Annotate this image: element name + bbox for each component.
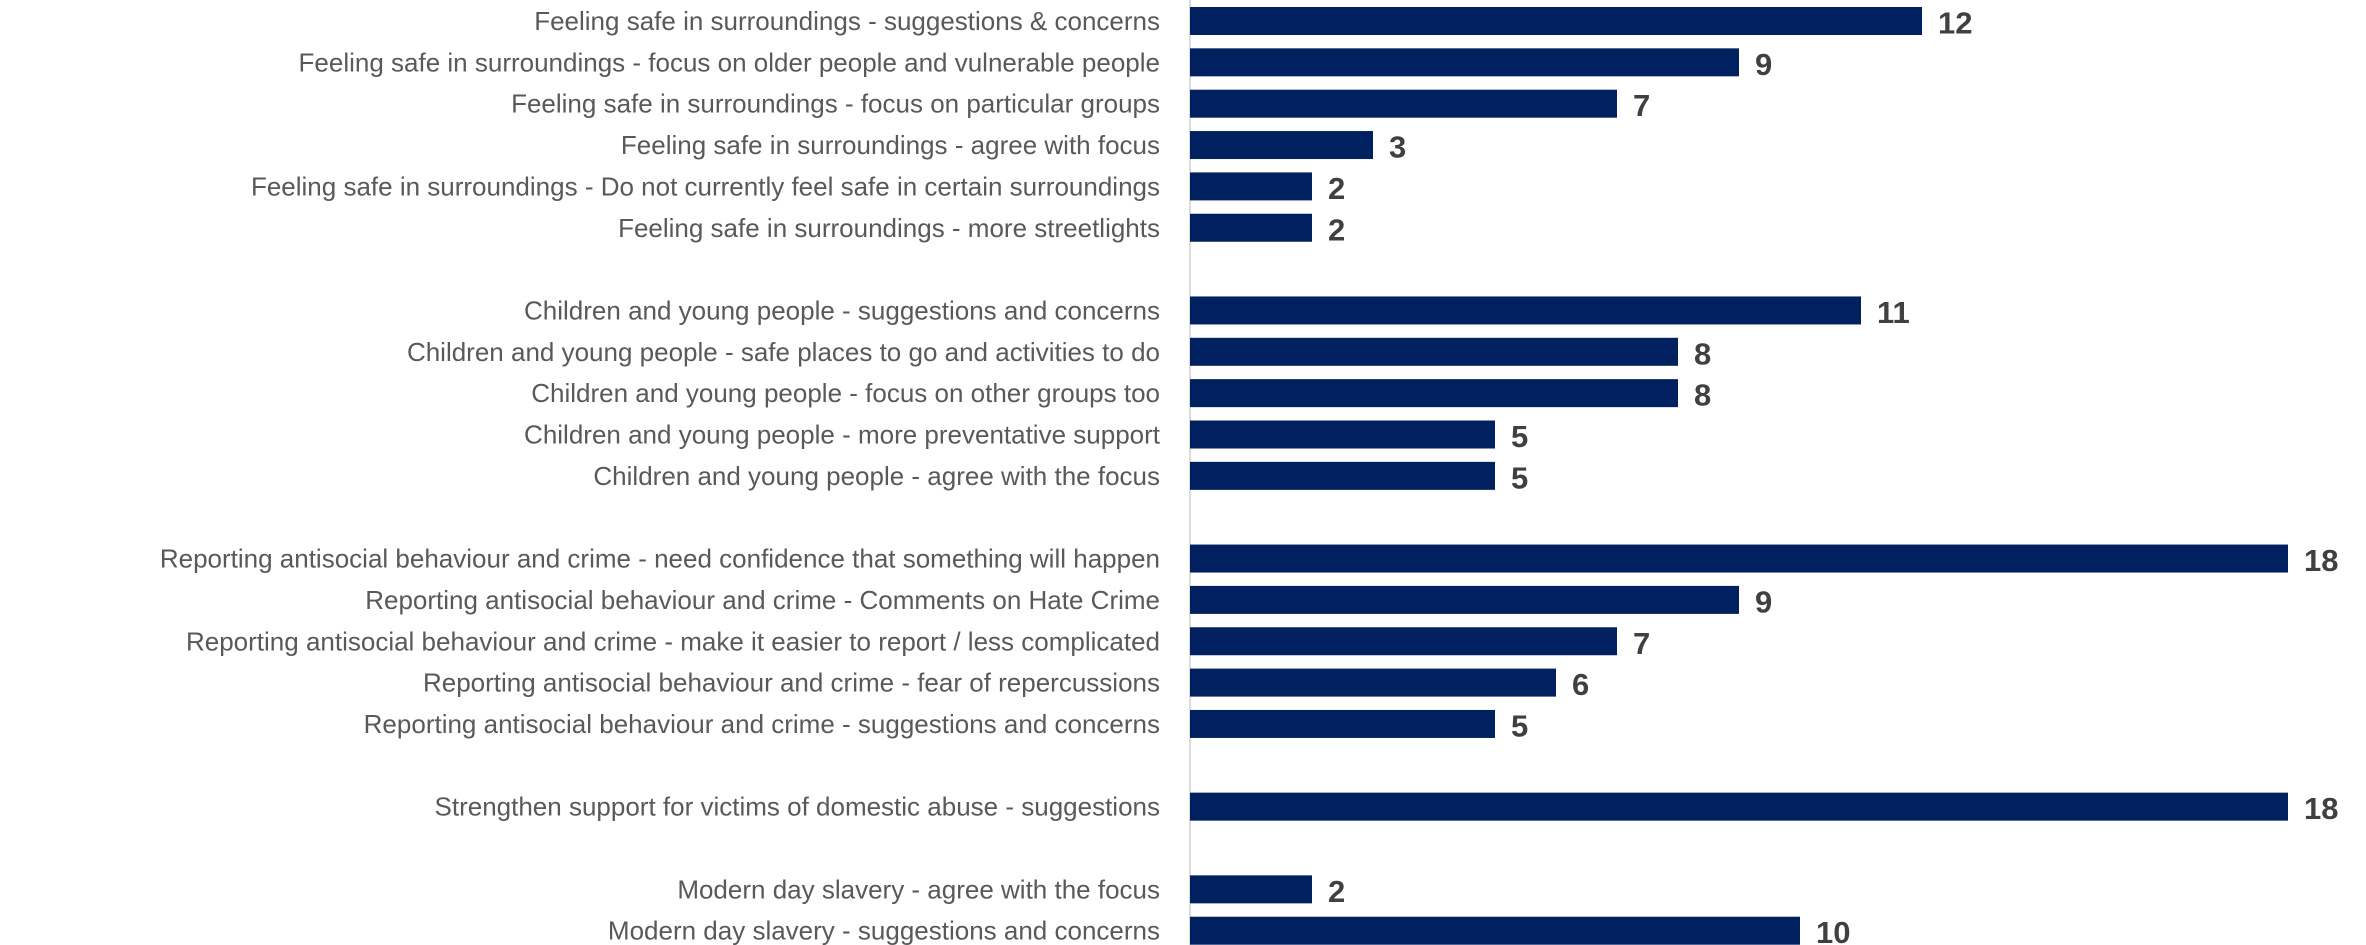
category-label: Reporting antisocial behaviour and crime… [364, 709, 1160, 739]
bars [1190, 7, 2288, 945]
value-label: 18 [2304, 543, 2338, 578]
category-label: Feeling safe in surroundings - more stre… [618, 213, 1160, 243]
value-label: 5 [1511, 460, 1528, 495]
bar [1190, 420, 1495, 449]
category-label: Children and young people - more prevent… [524, 420, 1161, 450]
bar [1190, 48, 1739, 77]
value-label: 8 [1694, 378, 1711, 413]
bar [1190, 337, 1678, 366]
bar [1190, 544, 2288, 573]
category-label: Reporting antisocial behaviour and crime… [423, 668, 1160, 698]
value-label: 3 [1389, 130, 1406, 165]
category-label: Children and young people - suggestions … [524, 295, 1160, 325]
category-label: Reporting antisocial behaviour and crime… [365, 585, 1160, 615]
category-label: Reporting antisocial behaviour and crime… [160, 544, 1160, 574]
value-label: 7 [1633, 626, 1650, 661]
category-label: Feeling safe in surroundings - focus on … [511, 89, 1160, 119]
category-label: Children and young people - focus on oth… [531, 378, 1160, 408]
value-label: 2 [1328, 171, 1345, 206]
category-label: Children and young people - safe places … [407, 337, 1160, 367]
value-label: 12 [1938, 6, 1972, 41]
value-label: 2 [1328, 874, 1345, 909]
value-label: 10 [1816, 915, 1850, 945]
bar [1190, 916, 1800, 945]
bar [1190, 461, 1495, 490]
bar [1190, 709, 1495, 738]
value-label: 18 [2304, 791, 2338, 826]
bar [1190, 792, 2288, 821]
category-label: Feeling safe in surroundings - focus on … [299, 47, 1160, 77]
value-label: 5 [1511, 419, 1528, 454]
value-label: 9 [1755, 584, 1772, 619]
value-label: 8 [1694, 336, 1711, 371]
category-label: Feeling safe in surroundings - agree wit… [621, 130, 1160, 160]
value-label: 5 [1511, 708, 1528, 743]
value-label: 2 [1328, 212, 1345, 247]
category-label: Modern day slavery - suggestions and con… [608, 916, 1160, 945]
category-label: Feeling safe in surroundings - suggestio… [534, 6, 1160, 36]
value-label: 11 [1877, 295, 1910, 330]
value-label: 7 [1633, 88, 1650, 123]
value-labels: 12 9 7 3 2 2 11 8 8 5 5 18 9 7 6 5 18 2 10 [1328, 6, 2338, 945]
category-labels: Feeling safe in surroundings - suggestio… [160, 6, 1161, 945]
category-label: Feeling safe in surroundings - Do not cu… [251, 171, 1160, 201]
bar [1190, 875, 1312, 904]
bar [1190, 7, 1922, 35]
bar [1190, 627, 1617, 656]
category-label: Strengthen support for victims of domest… [435, 792, 1160, 822]
bar [1190, 585, 1739, 614]
category-label: Reporting antisocial behaviour and crime… [186, 626, 1160, 656]
bar [1190, 296, 1861, 325]
bar [1190, 668, 1556, 697]
value-label: 6 [1572, 667, 1589, 702]
value-label: 9 [1755, 47, 1772, 82]
category-label: Children and young people - agree with t… [593, 461, 1160, 491]
bar [1190, 131, 1373, 160]
category-label: Modern day slavery - agree with the focu… [677, 874, 1160, 904]
bar [1190, 89, 1617, 118]
bar [1190, 172, 1312, 201]
bar [1190, 379, 1678, 408]
bar [1190, 213, 1312, 242]
